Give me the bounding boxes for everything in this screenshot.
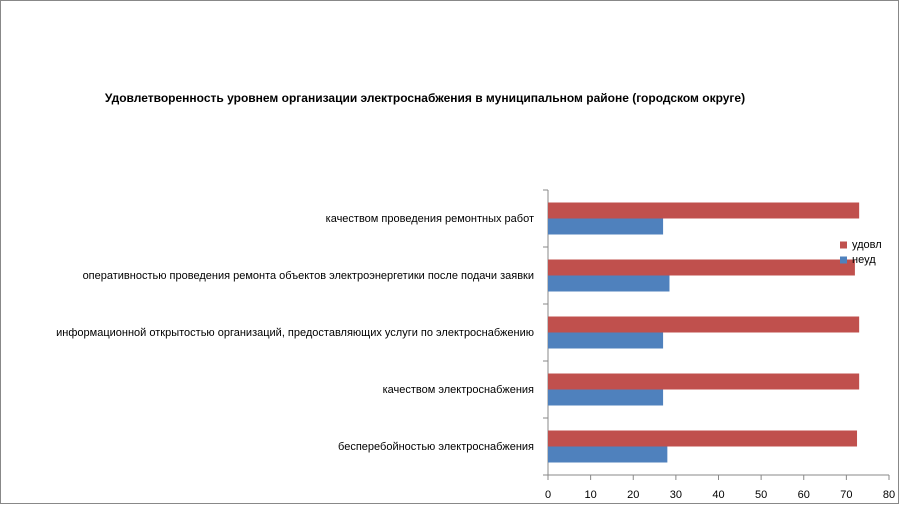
bar [548,332,664,349]
y-tick-label: оперативностью проведения ремонта объект… [83,270,534,282]
x-tick-label: 80 [883,489,895,501]
legend-swatch [840,241,847,249]
bar [548,316,860,333]
legend-label: неуд [852,254,876,266]
bar [548,389,664,406]
bar [548,373,860,390]
x-tick-label: 10 [585,489,597,501]
legend-label: удовл [852,239,882,251]
y-tick-label: качеством проведения ремонтных работ [326,213,534,225]
x-tick-label: 50 [755,489,767,501]
bar [548,446,668,463]
x-tick-label: 60 [798,489,810,501]
x-tick-label: 70 [840,489,852,501]
legend-swatch [840,256,847,264]
y-tick-label: качеством электроснабжения [383,384,534,396]
bar [548,430,858,447]
y-tick-label: бесперебойностью электроснабжения [338,441,534,453]
x-tick-label: 20 [627,489,639,501]
x-tick-label: 30 [670,489,682,501]
x-tick-label: 0 [545,489,551,501]
y-tick-label: информационной открытостью организаций, … [56,327,534,339]
bar [548,218,664,235]
chart-title: Удовлетворенность уровнем организации эл… [105,91,745,105]
bar [548,259,855,276]
bar [548,202,860,219]
x-tick-label: 40 [712,489,724,501]
bar [548,275,670,292]
